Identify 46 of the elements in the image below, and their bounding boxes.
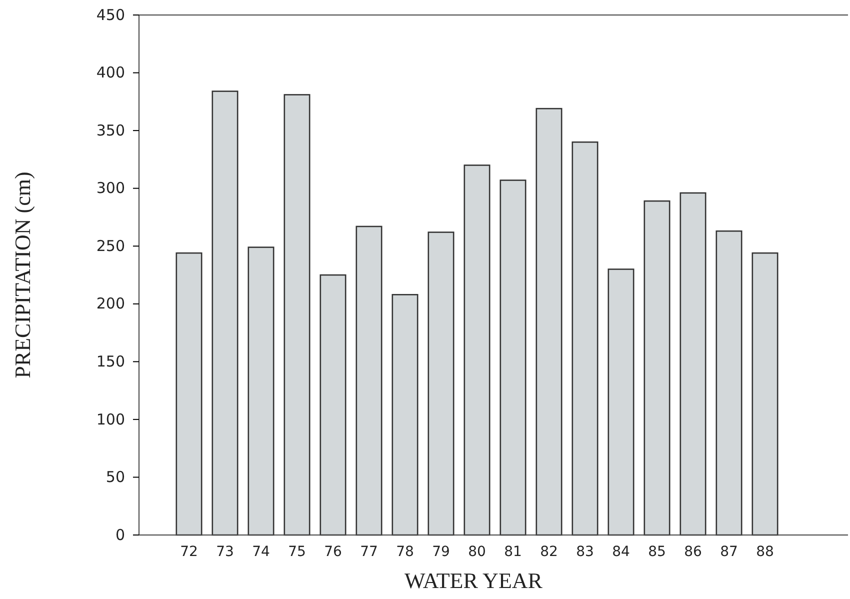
x-tick-label: 88 [756,544,774,560]
bar [752,252,778,536]
bar [356,226,382,536]
x-axis-title: WATER YEAR [404,568,543,593]
x-tick-label: 76 [324,544,342,560]
bar [608,268,634,536]
x-tick-label: 79 [432,544,450,560]
x-tick-label: 86 [684,544,702,560]
y-tick-label: 350 [96,121,125,140]
y-axis-title: PRECIPITATION (cm) [10,172,35,378]
bar [536,108,562,536]
bar [248,246,274,536]
x-tick-label: 75 [288,544,306,560]
y-tick-label: 0 [115,526,125,544]
x-tick-label: 84 [612,544,630,560]
y-tick-label: 450 [96,6,125,24]
y-tick-label: 250 [96,236,125,255]
bar [320,274,346,536]
x-tick-label: 72 [180,544,198,560]
bar [464,164,490,536]
y-tick-label: 150 [96,352,125,370]
x-tick-label: 81 [504,544,522,560]
bar [716,230,742,536]
x-tick-label: 74 [252,544,270,560]
x-tick-label: 87 [720,544,738,560]
x-tick-label: 73 [216,544,234,560]
bar [392,294,418,536]
y-tick-label: 400 [96,64,125,82]
x-tick-label: 83 [576,544,594,560]
y-tick-label: 100 [96,410,125,428]
bar [680,192,706,536]
bar [212,90,238,536]
y-tick-label: 200 [96,294,125,313]
y-tick-label: 50 [106,468,125,486]
x-tick-label: 80 [468,544,486,560]
bar [500,180,526,536]
x-tick-label: 82 [540,544,558,560]
bar [572,141,598,536]
bar [284,94,310,536]
x-tick-label: 77 [360,544,378,560]
x-tick-label: 78 [396,544,414,560]
x-tick-label: 85 [648,544,666,560]
y-tick-label: 300 [96,179,125,198]
bar [644,200,670,536]
bar [176,252,202,536]
bar [428,232,454,536]
